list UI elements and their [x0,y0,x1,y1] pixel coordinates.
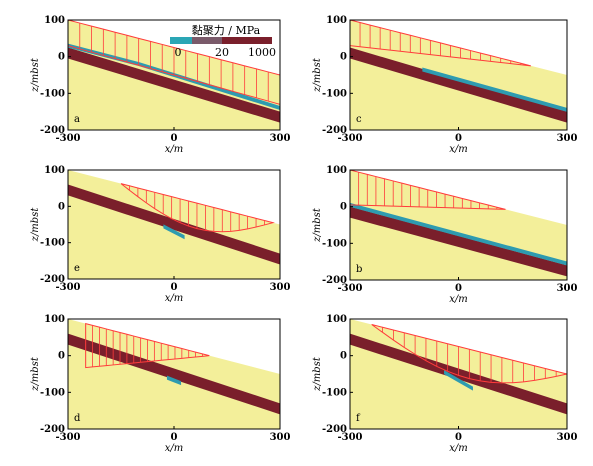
x-tick-label: -300 [337,283,362,294]
x-tick-label: 0 [171,133,178,144]
panel-letter: c [356,114,362,125]
x-tick-label: 300 [557,283,578,294]
y-tick-label: -100 [322,387,347,398]
colorbar-segment-high [222,37,272,44]
x-tick-label: 0 [171,432,178,443]
panels: 1000-100-200-300 0 300x/mz/mbsta1000-100-2… [30,15,577,454]
y-tick-label: -100 [322,238,347,249]
slide-profile [85,322,210,369]
x-tick-label: 300 [270,133,291,144]
y-axis-label: z/mbst [30,356,41,392]
x-tick-label: 300 [270,432,291,443]
x-tick-label: 0 [171,282,178,293]
low-cohesion-band [444,370,473,391]
panel-letter: f [356,413,361,424]
panel-letter: d [74,413,81,424]
y-tick-label: -200 [40,125,65,136]
y-tick-label: -200 [40,424,65,435]
x-tick-label: -300 [55,282,80,293]
y-tick-label: 100 [326,15,347,26]
x-tick-label: -300 [55,432,80,443]
slide-profile [350,170,506,210]
x-tick-label: -300 [55,133,80,144]
colorbar-tick-0: 0 [175,46,182,59]
x-axis-label: x/m [449,294,468,305]
colorbar: 黏聚力 / MPa 0 20 1000 [170,23,276,59]
x-axis-label: x/m [165,443,184,454]
y-tick-label: -100 [40,238,65,249]
y-tick-label: 0 [58,351,65,362]
x-axis-label: x/m [165,293,184,304]
y-tick-label: -100 [322,88,347,99]
colorbar-title: 黏聚力 / MPa [192,23,261,37]
colorbar-segment-low [170,37,192,44]
x-axis-label: x/m [449,443,468,454]
y-tick-label: -200 [40,274,65,285]
y-tick-label: 100 [44,165,65,176]
y-tick-label: -200 [322,275,347,286]
y-tick-label: 0 [58,201,65,212]
panel-b: 100 0 -100 -200-300 0 300 x/m z/mbst b [312,165,577,305]
y-tick-label: 100 [326,165,347,176]
slide-profile [350,20,531,67]
panel-e: 100 0 -100 -200-300 0 300 x/m z/mbst e [30,165,290,304]
y-tick-label: -200 [322,125,347,136]
weak-layer [350,47,567,123]
x-axis-label: x/m [165,144,184,155]
y-tick-label: 100 [44,15,65,26]
x-tick-label: -300 [337,133,362,144]
low-cohesion-band [350,202,567,266]
y-tick-label: 100 [326,314,347,325]
low-cohesion-band [163,224,185,240]
colorbar-segment-mid [192,37,222,44]
x-tick-label: -300 [337,432,362,443]
plot-area [68,319,280,429]
y-tick-label: 0 [340,52,347,63]
y-tick-label: -100 [40,387,65,398]
x-tick-label: 0 [455,133,462,144]
y-axis-label: z/mbst [312,356,323,392]
plot-area [350,319,567,429]
plot-area [350,20,567,130]
weak-layer [68,184,280,265]
y-tick-label: 0 [340,202,347,213]
weak-layer [68,47,280,123]
x-tick-label: 300 [270,282,291,293]
y-tick-label: 0 [58,52,65,63]
panel-letter: e [74,263,80,274]
panel-c: 100 0 -100 -200-300 0 300 x/m z/mbst c [312,15,577,155]
colorbar-tick-1: 20 [215,46,229,59]
y-axis-label: z/mbst [30,207,41,243]
panel-f: 100 0 -100 -200-300 0 300 x/m z/mbst f [312,314,577,454]
panel-d: 100 0 -100 -200-300 0 300 x/m z/mbst d [30,314,290,454]
plot-area [350,170,567,280]
y-tick-label: -200 [322,424,347,435]
x-tick-label: 300 [557,133,578,144]
low-cohesion-band [422,67,567,112]
low-cohesion-band [166,375,182,386]
x-tick-label: 0 [455,283,462,294]
y-axis-label: z/mbst [312,207,323,243]
plot-area [68,170,280,279]
panel-letter: a [74,114,80,125]
y-axis-label: z/mbst [312,57,323,93]
weak-layer [350,206,567,277]
y-tick-label: -100 [40,88,65,99]
y-axis-label: z/mbst [30,57,41,93]
y-tick-label: 100 [44,314,65,325]
slide-profile [68,20,280,105]
weak-layer [68,333,280,415]
panel-letter: b [356,264,362,275]
y-tick-label: 0 [340,351,347,362]
x-axis-label: x/m [449,144,468,155]
x-tick-label: 300 [557,432,578,443]
colorbar-tick-2: 1000 [248,46,276,59]
x-tick-label: 0 [455,432,462,443]
